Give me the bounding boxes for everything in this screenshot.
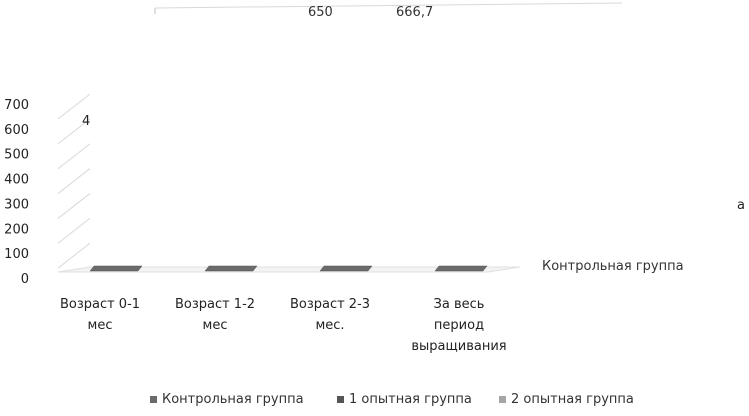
- x-tick-label-line: мес: [203, 318, 228, 333]
- floor-plane: [57, 266, 521, 273]
- x-tick-label-line: Возраст 2-3: [290, 297, 370, 312]
- x-tick-label-line: период: [434, 318, 484, 333]
- x-tick-label: Возраст 0-1 мес: [60, 297, 140, 333]
- gridline: [57, 143, 91, 170]
- x-tick-label: За весь период выращивания: [411, 297, 506, 354]
- y-tick-label: 200: [4, 222, 29, 237]
- legend-label: 2 опытная группа: [511, 392, 634, 407]
- overflow-gridline: [154, 2, 623, 9]
- y-tick-label: 500: [4, 148, 29, 163]
- x-tick-label-line: выращивания: [411, 339, 506, 354]
- legend-item-control: Контрольная группа: [150, 392, 304, 407]
- y-tick-label: 400: [4, 173, 29, 188]
- y-tick-label: 100: [4, 247, 29, 262]
- x-tick-label-line: мес.: [315, 318, 344, 333]
- x-axis-labels: Возраст 0-1 мес Возраст 1-2 мес Возраст 2-3 м…: [60, 297, 507, 354]
- gridline: [57, 217, 91, 244]
- gridline: [57, 168, 91, 194]
- overflow-value-2: 666,7: [396, 5, 433, 20]
- legend-label: Контрольная группа: [162, 392, 304, 407]
- bars: [89, 265, 488, 272]
- x-tick-label: Возраст 1-2 мес: [175, 297, 255, 333]
- gridline: [57, 93, 91, 120]
- y-axis-ticks: 0 100 200 300 400 500 600 700: [4, 98, 29, 287]
- legend-swatch: [150, 396, 157, 403]
- overflow-value-1: 650: [308, 5, 333, 20]
- y-tick-label: 0: [21, 272, 29, 287]
- bar-4: [434, 265, 488, 272]
- right-legend-fragment: Контрольная группа: [542, 259, 684, 274]
- gridlines: [57, 93, 91, 269]
- legend: Контрольная группа 1 опытная группа 2 оп…: [150, 392, 670, 408]
- left-data-label: 4: [82, 114, 90, 129]
- bar-2: [204, 265, 258, 272]
- y-tick-label: 700: [4, 98, 29, 113]
- y-tick-label: 300: [4, 197, 29, 212]
- legend-item-group-2: 2 опытная группа: [499, 392, 634, 407]
- x-tick-label: Возраст 2-3 мес.: [290, 297, 370, 333]
- right-fragment-label: а: [737, 198, 745, 213]
- bar-3: [319, 265, 373, 272]
- x-tick-label-line: мес: [88, 318, 113, 333]
- legend-swatch: [499, 396, 506, 403]
- x-tick-label-line: Возраст 1-2: [175, 297, 255, 312]
- y-tick-label: 600: [4, 123, 29, 138]
- gridline: [57, 242, 91, 269]
- legend-label: 1 опытная группа: [349, 392, 472, 407]
- overflow-chart: 650 666,7 4 а Контрольная группа: [82, 2, 745, 274]
- bar-1: [89, 265, 143, 272]
- gridline: [57, 118, 91, 145]
- legend-swatch: [337, 396, 344, 403]
- x-tick-label-line: За весь: [434, 297, 485, 312]
- x-tick-label-line: Возраст 0-1: [60, 297, 140, 312]
- legend-item-group-1: 1 опытная группа: [337, 392, 472, 407]
- chart-floor: [57, 266, 521, 273]
- gridline: [57, 193, 91, 219]
